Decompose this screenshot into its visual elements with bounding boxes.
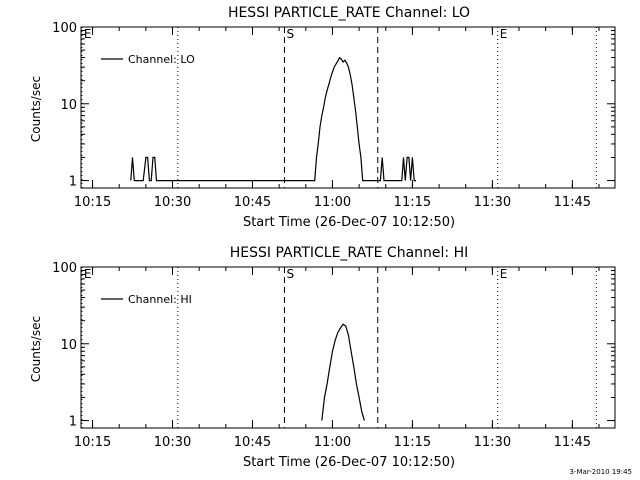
plot-frame (80, 26, 616, 189)
y-axis-label: Counts/sec (29, 316, 43, 382)
plot-frame (80, 266, 616, 429)
series-line (321, 323, 365, 421)
x-tick-label: 11:30 (474, 435, 511, 450)
event-marker-label: E (84, 27, 92, 41)
event-marker-label: E (84, 267, 92, 281)
x-tick-label: 11:15 (394, 435, 431, 450)
chart-title: HESSI PARTICLE_RATE Channel: LO (228, 5, 470, 21)
legend-label: Channel: LO (128, 53, 195, 66)
legend-label: Channel: HI (128, 293, 192, 306)
x-tick-label: 10:45 (234, 435, 271, 450)
y-tick-label: 10 (60, 98, 77, 113)
y-tick-label: 1 (69, 175, 77, 190)
footer-timestamp: 3-Mar-2010 19:45 (569, 468, 632, 476)
chart-panel-hi: HESSI PARTICLE_RATE Channel: HI Start Ti… (29, 245, 616, 470)
chart-panel-lo: HESSI PARTICLE_RATE Channel: LO Start Ti… (29, 5, 616, 230)
event-marker-label: E (500, 267, 508, 281)
x-tick-label: 10:30 (154, 435, 191, 450)
x-tick-label: 11:45 (554, 195, 591, 210)
series-line (130, 56, 416, 182)
x-tick-label: 10:15 (74, 195, 111, 210)
chart-title: HESSI PARTICLE_RATE Channel: HI (230, 245, 468, 261)
event-marker-label: S (286, 267, 294, 281)
x-tick-label: 10:45 (234, 195, 271, 210)
y-tick-label: 1 (69, 415, 77, 430)
x-tick-label: 11:15 (394, 195, 431, 210)
x-axis-label: Start Time (26-Dec-07 10:12:50) (243, 455, 455, 470)
y-tick-label: 100 (52, 261, 77, 276)
y-axis-label: Counts/sec (29, 76, 43, 142)
x-tick-label: 10:30 (154, 195, 191, 210)
x-tick-label: 11:00 (314, 195, 351, 210)
x-axis-label: Start Time (26-Dec-07 10:12:50) (243, 215, 455, 230)
event-marker-label: S (286, 27, 294, 41)
x-tick-label: 11:45 (554, 435, 591, 450)
y-tick-label: 10 (60, 338, 77, 353)
x-tick-label: 10:15 (74, 435, 111, 450)
x-tick-label: 11:00 (314, 435, 351, 450)
event-marker-label: E (500, 27, 508, 41)
y-tick-label: 100 (52, 21, 77, 36)
x-tick-label: 11:30 (474, 195, 511, 210)
